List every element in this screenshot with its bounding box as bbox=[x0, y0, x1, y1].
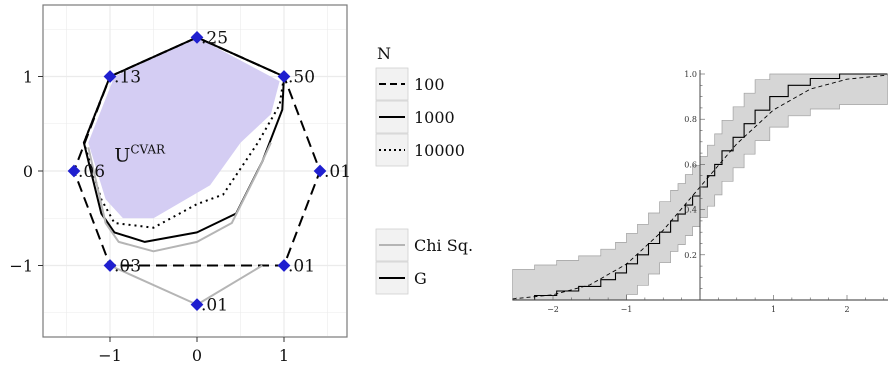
x-tick-label: 1 bbox=[279, 346, 289, 365]
vertex-marker bbox=[103, 259, 117, 272]
region-label-sup: CVAR bbox=[130, 143, 166, 157]
left-series-lines bbox=[73, 36, 321, 306]
legend-stat-entries: Chi Sq. G bbox=[375, 228, 473, 295]
legend-label: G bbox=[414, 269, 427, 288]
legend-label: Chi Sq. bbox=[414, 236, 473, 255]
legend-key-box bbox=[375, 133, 409, 167]
right-y-tick-label: 0.4 bbox=[684, 206, 697, 215]
vertex-label: .25 bbox=[201, 28, 228, 48]
legend-label: 1000 bbox=[414, 108, 455, 127]
region-label: UCVAR bbox=[114, 143, 166, 167]
vertex-label: .50 bbox=[288, 68, 315, 88]
right-y-tick-label: 1.0 bbox=[684, 70, 697, 79]
vertex-marker bbox=[190, 298, 204, 311]
cvar-region bbox=[88, 37, 280, 219]
right-y-tick-label: 0.8 bbox=[684, 115, 697, 124]
vertex-label: .01 bbox=[324, 162, 351, 182]
legend-n-entries: 100 1000 10000 bbox=[375, 67, 465, 167]
right-y-tick-label: 0.6 bbox=[684, 160, 697, 169]
left-x-axis: −1 0 1 bbox=[98, 337, 289, 365]
left-y-axis: −1 0 1 bbox=[9, 68, 43, 276]
right-chart: −2 −1 1 2 0.2 0.4 0.6 0.8 1.0 bbox=[512, 70, 888, 314]
y-tick-label: −1 bbox=[9, 257, 33, 276]
vertex-label: .03 bbox=[114, 257, 141, 277]
vertex-label: .01 bbox=[201, 296, 228, 316]
vertex-marker bbox=[190, 31, 204, 44]
empirical-cdf-line bbox=[512, 73, 888, 301]
y-tick-label: 1 bbox=[23, 68, 33, 87]
right-axes: −2 −1 1 2 0.2 0.4 0.6 0.8 1.0 bbox=[513, 70, 888, 314]
vertex-label: .01 bbox=[288, 257, 315, 277]
right-x-tick-label: 2 bbox=[844, 305, 849, 314]
right-y-tick-label: 0.2 bbox=[684, 251, 697, 260]
left-chart: .25 .50 .01 .01 .01 .03 .06 .13 UCVAR −1 0 1 −1 0 1 bbox=[9, 4, 351, 365]
vertex-marker bbox=[277, 259, 291, 272]
legend: N 100 1000 10000 Chi Sq. G bbox=[375, 44, 473, 295]
vertex-marker bbox=[313, 164, 327, 178]
vertex-marker bbox=[277, 70, 291, 83]
right-x-tick-label: −2 bbox=[547, 305, 559, 314]
x-tick-label: 0 bbox=[192, 346, 202, 365]
legend-label: 100 bbox=[414, 75, 445, 94]
legend-label: 10000 bbox=[414, 141, 465, 160]
legend-title: N bbox=[377, 44, 391, 63]
vertex-label: .13 bbox=[114, 68, 141, 88]
x-tick-label: −1 bbox=[98, 346, 122, 365]
series-line-10000 bbox=[82, 36, 285, 229]
vertex-marker bbox=[67, 164, 81, 178]
right-x-tick-label: −1 bbox=[621, 305, 633, 314]
vertex-label: .06 bbox=[78, 162, 105, 182]
region-label-main: U bbox=[114, 145, 130, 167]
vertex-labels: .25 .50 .01 .01 .01 .03 .06 .13 bbox=[78, 28, 351, 315]
y-tick-label: 0 bbox=[23, 162, 33, 181]
right-x-tick-label: 1 bbox=[771, 305, 776, 314]
series-line-chi-sq-inner bbox=[87, 142, 272, 253]
